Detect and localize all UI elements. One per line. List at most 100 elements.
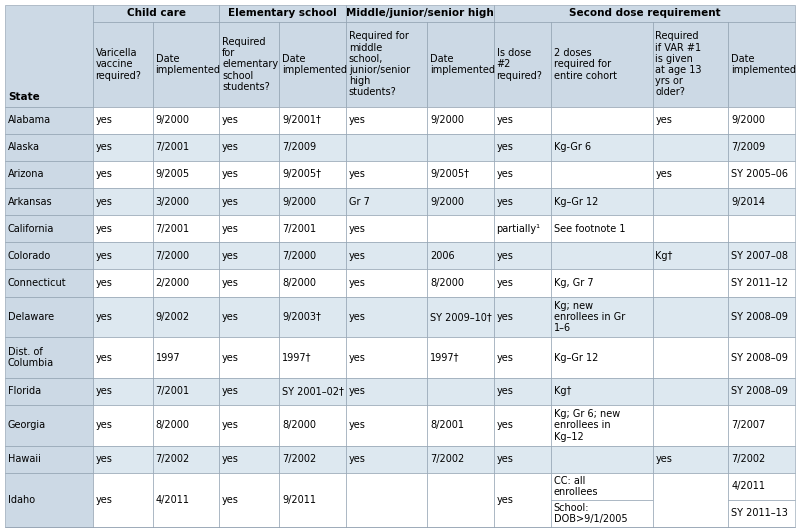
Bar [427, 296, 494, 337]
Bar [494, 188, 551, 215]
Text: yes: yes [349, 170, 366, 179]
Text: California: California [8, 224, 54, 234]
Text: yes: yes [497, 251, 514, 261]
Text: Delaware: Delaware [8, 312, 54, 322]
Text: State: State [8, 93, 39, 103]
Text: 9/2003†: 9/2003† [282, 312, 321, 322]
Bar [494, 107, 551, 134]
Bar [93, 269, 153, 296]
Bar [219, 242, 279, 269]
Bar [494, 5, 795, 22]
Bar [153, 446, 219, 473]
Bar [653, 296, 729, 337]
Text: SY 2008–09: SY 2008–09 [731, 353, 788, 362]
Bar [551, 134, 653, 161]
Bar [219, 134, 279, 161]
Text: 7/2000: 7/2000 [282, 251, 316, 261]
Bar [5, 405, 93, 446]
Bar [219, 5, 346, 22]
Bar [279, 215, 346, 242]
Text: 9/2000: 9/2000 [282, 197, 316, 206]
Bar [427, 215, 494, 242]
Bar [93, 405, 153, 446]
Bar [219, 188, 279, 215]
Text: 9/2001†: 9/2001† [282, 115, 321, 125]
Bar [219, 337, 279, 378]
Bar [494, 242, 551, 269]
Bar [346, 296, 427, 337]
Text: yes: yes [497, 353, 514, 362]
Bar [219, 378, 279, 405]
Text: yes: yes [497, 312, 514, 322]
Text: SY 2009–10†: SY 2009–10† [430, 312, 492, 322]
Bar [346, 337, 427, 378]
Text: 8/2001: 8/2001 [430, 420, 464, 430]
Bar [5, 134, 93, 161]
Text: 9/2011: 9/2011 [282, 495, 316, 505]
Text: Alaska: Alaska [8, 143, 40, 152]
Bar [5, 215, 93, 242]
Bar [427, 473, 494, 527]
Bar [93, 242, 153, 269]
Text: yes: yes [95, 224, 113, 234]
Bar [653, 215, 729, 242]
Bar [653, 22, 729, 107]
Text: Date
implemented: Date implemented [731, 54, 796, 75]
Bar [279, 378, 346, 405]
Text: Florida: Florida [8, 386, 41, 396]
Bar [219, 296, 279, 337]
Text: Kg–Gr 12: Kg–Gr 12 [554, 197, 598, 206]
Bar [427, 405, 494, 446]
Text: yes: yes [497, 495, 514, 505]
Text: yes: yes [349, 278, 366, 288]
Text: yes: yes [349, 386, 366, 396]
Bar [729, 296, 795, 337]
Bar [279, 269, 346, 296]
Bar [551, 473, 653, 500]
Text: Date
implemented: Date implemented [282, 54, 347, 75]
Text: Dist. of
Columbia: Dist. of Columbia [8, 347, 54, 368]
Text: Date
implemented: Date implemented [156, 54, 221, 75]
Bar [153, 22, 219, 107]
Bar [153, 269, 219, 296]
Text: yes: yes [222, 420, 239, 430]
Bar [653, 269, 729, 296]
Text: 7/2001: 7/2001 [156, 143, 190, 152]
Bar [346, 22, 427, 107]
Bar [346, 161, 427, 188]
Bar [729, 337, 795, 378]
Text: See footnote 1: See footnote 1 [554, 224, 626, 234]
Bar [729, 405, 795, 446]
Text: SY 2008–09: SY 2008–09 [731, 386, 788, 396]
Bar [427, 161, 494, 188]
Bar [494, 337, 551, 378]
Bar [153, 215, 219, 242]
Bar [427, 242, 494, 269]
Bar [93, 188, 153, 215]
Text: partially¹: partially¹ [497, 224, 541, 234]
Text: 7/2009: 7/2009 [731, 143, 766, 152]
Bar [494, 161, 551, 188]
Bar [219, 269, 279, 296]
Bar [551, 215, 653, 242]
Bar [551, 269, 653, 296]
Text: Kg†: Kg† [655, 251, 673, 261]
Text: yes: yes [349, 454, 366, 464]
Text: yes: yes [655, 170, 672, 179]
Bar [551, 378, 653, 405]
Text: 8/2000: 8/2000 [156, 420, 190, 430]
Bar [93, 215, 153, 242]
Text: yes: yes [497, 143, 514, 152]
Text: yes: yes [95, 278, 113, 288]
Bar [5, 473, 93, 527]
Bar [93, 161, 153, 188]
Text: Required
if VAR #1
is given
at age 13
yrs or
older?: Required if VAR #1 is given at age 13 yr… [655, 31, 702, 97]
Bar [729, 500, 795, 527]
Bar [153, 473, 219, 527]
Text: yes: yes [95, 386, 113, 396]
Text: Georgia: Georgia [8, 420, 46, 430]
Bar [279, 134, 346, 161]
Text: yes: yes [349, 251, 366, 261]
Text: SY 2011–12: SY 2011–12 [731, 278, 788, 288]
Bar [729, 215, 795, 242]
